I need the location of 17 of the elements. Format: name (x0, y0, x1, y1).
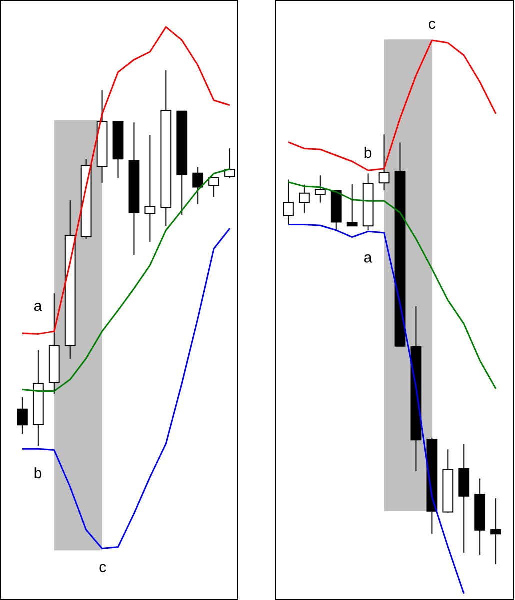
candlestick (192, 166, 204, 205)
annotation: a (34, 303, 42, 312)
candlestick (346, 184, 358, 227)
text: c (100, 564, 106, 572)
candlestick (378, 134, 390, 191)
candlestick (17, 396, 28, 435)
candlestick (224, 148, 236, 179)
candlestick (490, 498, 502, 565)
candlestick (208, 177, 220, 198)
candlestick (283, 179, 294, 225)
annotation: b (364, 147, 372, 158)
candlestick (314, 174, 326, 204)
text: b (34, 468, 42, 479)
candlestick (298, 184, 310, 214)
annotation: a (364, 254, 372, 263)
text: c (429, 20, 436, 30)
candlestick (144, 134, 156, 243)
